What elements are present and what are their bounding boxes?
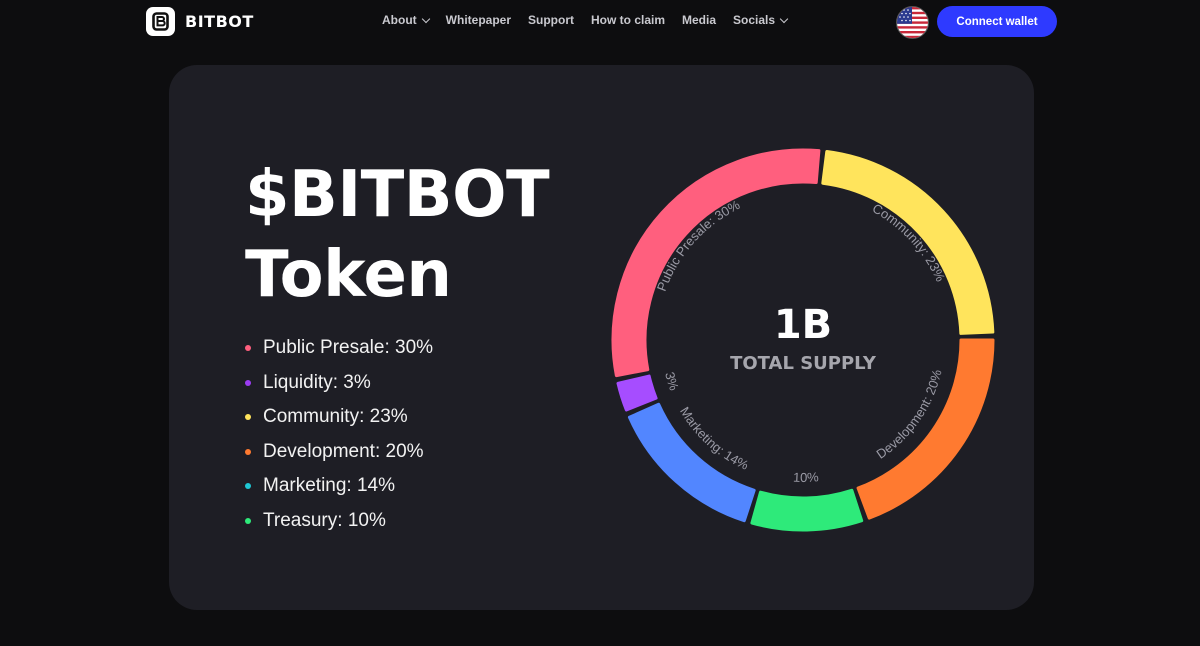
slice-development <box>856 338 995 520</box>
legend-dot-icon <box>245 448 251 455</box>
slice-marketing <box>627 402 756 523</box>
chevron-down-icon <box>779 14 789 23</box>
token-allocation-chart: Public Presale: 30% Community: 23%Develop… <box>611 148 995 532</box>
connect-wallet-button[interactable]: Connect wallet <box>937 6 1057 37</box>
nav-item-socials[interactable]: Socials <box>733 13 789 27</box>
legend-item: Treasury: 10% <box>245 504 433 539</box>
total-supply-value: 1B <box>774 302 832 348</box>
legend-dot-icon <box>245 345 251 352</box>
logo[interactable]: BITBOT <box>146 7 254 36</box>
legend-label: Development: 20% <box>263 440 424 462</box>
site-header: BITBOT About Whitepaper Support How to clai… <box>0 0 1200 42</box>
nav-item-label: Whitepaper <box>445 13 511 27</box>
nav-item-label: How to claim <box>591 13 666 27</box>
legend-label: Liquidity: 3% <box>263 371 371 393</box>
slice-liquidity <box>616 374 658 412</box>
slice-label: 10% <box>793 469 820 485</box>
legend-label: Treasury: 10% <box>263 509 386 531</box>
slice-treasury <box>750 488 864 532</box>
nav-item-label: Socials <box>733 13 776 27</box>
us-flag-icon[interactable] <box>896 6 929 39</box>
slice-public-presale <box>611 148 821 378</box>
allocation-legend: Public Presale: 30% Liquidity: 3% Communit… <box>245 331 433 538</box>
legend-item: Public Presale: 30% <box>245 331 433 366</box>
slice-label: 3% <box>662 370 682 392</box>
legend-item: Liquidity: 3% <box>245 366 433 401</box>
legend-item: Marketing: 14% <box>245 469 433 504</box>
bitbot-logo-icon <box>146 7 175 36</box>
legend-label: Marketing: 14% <box>263 475 396 497</box>
title-line-2: Token <box>245 238 452 312</box>
nav-item-label: About <box>382 13 417 27</box>
nav-item-label: Support <box>528 13 574 27</box>
nav-item-whitepaper[interactable]: Whitepaper <box>446 13 511 27</box>
legend-dot-icon <box>245 414 251 421</box>
chevron-down-icon <box>421 14 430 23</box>
main-nav: About Whitepaper Support How to claim Media S… <box>382 13 789 27</box>
legend-dot-icon <box>245 483 251 490</box>
page-title: $BITBOT Token <box>245 155 550 315</box>
nav-item-about[interactable]: About <box>382 13 430 27</box>
title-line-1: $BITBOT <box>245 158 550 232</box>
nav-item-how-to-claim[interactable]: How to claim <box>591 13 665 27</box>
token-card <box>169 65 1034 610</box>
legend-item: Community: 23% <box>245 400 433 435</box>
logo-text: BITBOT <box>185 12 254 31</box>
total-supply-label: TOTAL SUPPLY <box>730 353 877 374</box>
legend-label: Community: 23% <box>263 406 408 428</box>
slice-community <box>821 149 995 335</box>
legend-item: Development: 20% <box>245 435 433 470</box>
legend-label: Public Presale: 30% <box>263 337 434 359</box>
legend-dot-icon <box>245 379 251 386</box>
legend-dot-icon <box>245 517 251 524</box>
nav-item-media[interactable]: Media <box>682 13 716 27</box>
nav-item-support[interactable]: Support <box>528 13 574 27</box>
nav-item-label: Media <box>682 13 717 27</box>
